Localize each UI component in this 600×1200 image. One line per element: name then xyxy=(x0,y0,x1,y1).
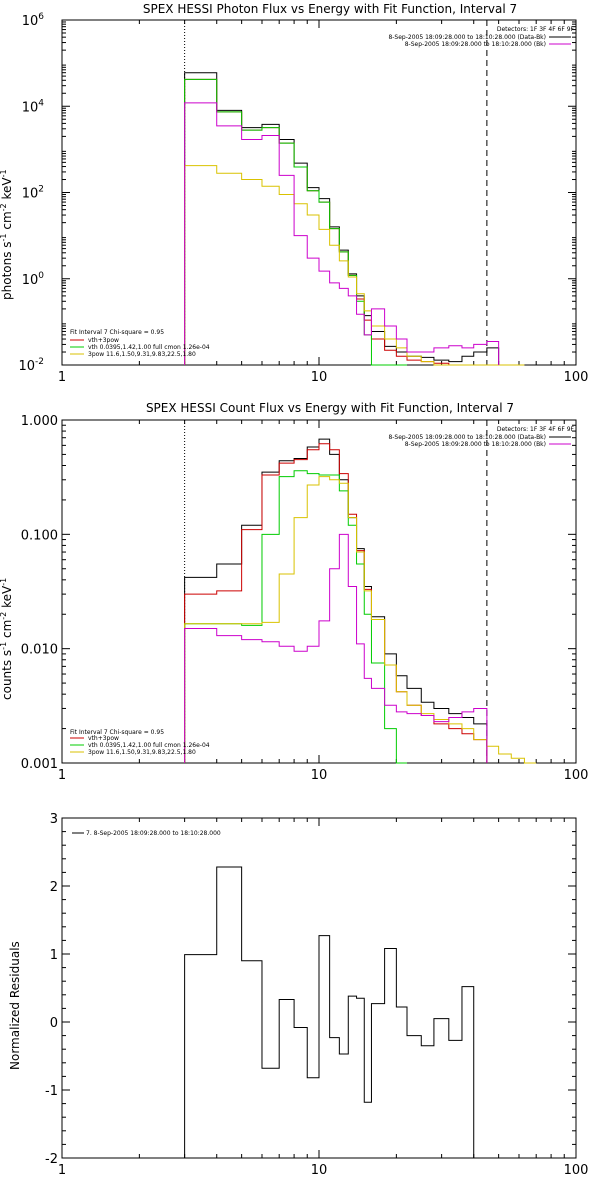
count-flux-series xyxy=(184,420,537,764)
fit-3pow-series-line xyxy=(184,476,537,764)
photon-flux-series xyxy=(184,20,525,366)
count-flux-detectors: Detectors: 1F 3F 4F 6F 9F xyxy=(497,426,575,433)
photon-flux-axes: 1 10 100 10-2 100 102 104 106 xyxy=(18,12,588,385)
count-flux-title: SPEX HESSI Count Flux vs Energy with Fit… xyxy=(146,401,514,415)
y-tick-label: 10-2 xyxy=(18,357,44,374)
photon-flux-ylabel: photons s-1 cm-2 keV-1 xyxy=(0,169,14,300)
x-tick-label: 10 xyxy=(311,768,328,783)
fit-interval-header: Fit Interval 7 Chi-square = 0.95 xyxy=(70,329,164,336)
y-tick-label: 0.010 xyxy=(21,643,58,658)
photon-flux-detectors: Detectors: 1F 3F 4F 6F 9F xyxy=(497,26,575,33)
x-tick-label: 10 xyxy=(311,370,328,385)
detectors-label: Detectors: 1F 3F 4F 6F 9F xyxy=(497,426,575,433)
data-series-line xyxy=(184,72,500,365)
x-tick-label: 100 xyxy=(564,370,589,385)
fit-vth-series-line xyxy=(184,470,407,764)
residuals-legend: 7. 8-Sep-2005 18:09:28.000 to 18:10:28.0… xyxy=(72,830,221,837)
count-flux-ylabel: counts s-1 cm-2 keV-1 xyxy=(0,578,14,700)
legend-entry: 8-Sep-2005 18:09:28.000 to 18:10:28.000 … xyxy=(388,34,546,41)
y-tick-label: 0 xyxy=(50,1016,58,1031)
background-series-line xyxy=(184,102,500,365)
legend-entry: vth+3pow xyxy=(88,735,119,742)
residuals-axes: 1 10 100 -2 -1 0 1 2 3 xyxy=(45,812,588,1178)
count-flux-axes: 1 10 100 0.001 0.010 0.100 1.000 xyxy=(21,414,589,783)
x-tick-label: 1 xyxy=(58,768,66,783)
data-series-line xyxy=(184,438,488,763)
residuals-panel: Normalized Residuals 1 10 100 -2 -1 0 1 2 3 7. 8… xyxy=(8,812,588,1178)
legend-entry: vth+3pow xyxy=(88,337,119,344)
y-tick-label: -1 xyxy=(45,1084,58,1099)
legend-entry: 8-Sep-2005 18:09:28.000 to 18:10:28.000 … xyxy=(405,41,546,48)
background-series-line xyxy=(184,533,488,763)
x-tick-label: 100 xyxy=(564,1163,589,1178)
legend-entry: vth 0.0395,1.42,1.00 full cmon 1.26e-04 xyxy=(88,742,210,749)
y-tick-label: 100 xyxy=(22,271,45,288)
y-tick-label: 0.100 xyxy=(21,528,58,543)
count-flux-panel: SPEX HESSI Count Flux vs Energy with Fit… xyxy=(0,401,588,783)
y-tick-label: 106 xyxy=(22,12,45,29)
legend-entry: 3pow 11.6,1.50,9.31,9.83,22.5,1.80 xyxy=(88,749,196,756)
y-tick-label: -2 xyxy=(45,1152,58,1167)
fit-interval-header: Fit Interval 7 Chi-square = 0.95 xyxy=(70,729,164,736)
legend-entry: 7. 8-Sep-2005 18:09:28.000 to 18:10:28.0… xyxy=(86,830,221,837)
y-tick-label: 102 xyxy=(22,185,44,202)
y-tick-label: 104 xyxy=(22,98,45,115)
x-tick-label: 100 xyxy=(564,768,589,783)
residuals-series xyxy=(184,866,475,1158)
residuals-series-line xyxy=(184,866,475,1158)
y-tick-label: 1 xyxy=(50,948,58,963)
fit-total-series-line xyxy=(184,78,499,366)
detectors-label: Detectors: 1F 3F 4F 6F 9F xyxy=(497,26,575,33)
legend-entry: 3pow 11.6,1.50,9.31,9.83,22.5,1.80 xyxy=(88,351,196,358)
count-flux-plot-frame xyxy=(61,419,577,764)
photon-flux-legend-right: 8-Sep-2005 18:09:28.000 to 18:10:28.000 … xyxy=(388,34,571,48)
fit-total-series-line xyxy=(184,443,488,763)
y-tick-label: 3 xyxy=(50,812,58,827)
legend-entry: vth 0.0395,1.42,1.00 full cmon 1.26e-04 xyxy=(88,344,210,351)
fit-vth-series-line xyxy=(184,78,407,366)
y-tick-label: 2 xyxy=(50,880,58,895)
fit-3pow-series-line xyxy=(184,165,525,366)
legend-entry: 8-Sep-2005 18:09:28.000 to 18:10:28.000 … xyxy=(405,441,546,448)
x-tick-label: 1 xyxy=(58,1163,66,1178)
photon-flux-panel: SPEX HESSI Photon Flux vs Energy with Fi… xyxy=(0,2,588,385)
x-tick-label: 1 xyxy=(58,370,66,385)
y-tick-label: 0.001 xyxy=(21,757,58,772)
x-tick-label: 10 xyxy=(311,1163,328,1178)
count-flux-legend-left: Fit Interval 7 Chi-square = 0.95 vth+3po… xyxy=(70,729,210,756)
residuals-ylabel: Normalized Residuals xyxy=(8,941,22,1070)
legend-entry: 8-Sep-2005 18:09:28.000 to 18:10:28.000 … xyxy=(388,434,546,441)
y-tick-label: 1.000 xyxy=(21,414,58,429)
photon-flux-legend-left: Fit Interval 7 Chi-square = 0.95 vth+3po… xyxy=(70,329,210,358)
photon-flux-title: SPEX HESSI Photon Flux vs Energy with Fi… xyxy=(143,2,517,16)
count-flux-legend-right: 8-Sep-2005 18:09:28.000 to 18:10:28.000 … xyxy=(388,434,571,448)
